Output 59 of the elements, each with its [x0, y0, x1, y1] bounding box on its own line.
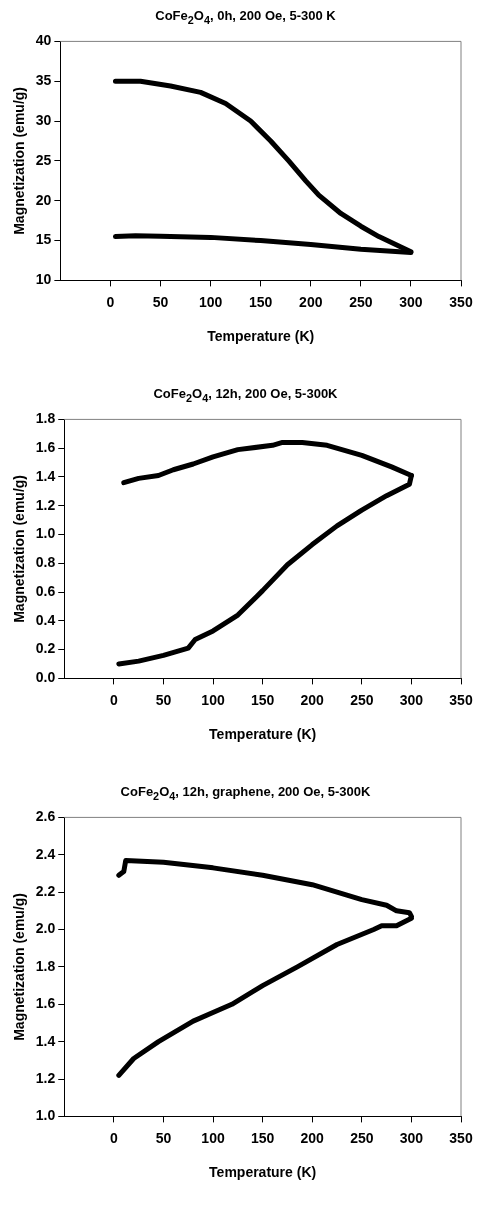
y-tick-label: 1.2 [35, 1069, 56, 1086]
y-tick-label: 1.6 [35, 995, 56, 1012]
chart-title: CoFe$_{2}$O$_{4}$, 12h, graphene, 200 Oe, 5-300K [119, 784, 372, 804]
x-tick-label: 50 [155, 1129, 172, 1146]
y-tick-label: 0.6 [35, 582, 56, 599]
chart-title: CoFe$_{2}$O$_{4}$, 12h, 200 Oe, 5-300K [152, 386, 339, 406]
y-tick-label: 1.6 [35, 439, 56, 456]
x-tick-label: 250 [350, 1129, 374, 1146]
y-tick-label: 20 [35, 191, 52, 208]
x-tick-label: 150 [249, 293, 273, 310]
y-tick-label: 2.2 [35, 883, 56, 900]
y-tick-label: 1.4 [35, 1032, 56, 1049]
x-tick-label: 250 [349, 293, 373, 310]
x-tick-label: 50 [155, 691, 172, 708]
x-tick-label: 150 [250, 1129, 275, 1146]
y-tick-label: 35 [35, 72, 52, 89]
y-tick-label: 15 [35, 231, 52, 248]
x-tick-label: 100 [201, 691, 225, 708]
y-tick-label: 0.4 [35, 611, 56, 628]
y-tick-label: 30 [35, 111, 52, 128]
y-tick-label: 1.0 [35, 525, 56, 542]
x-tick-label: 350 [449, 1129, 473, 1146]
y-tick-label: 10 [35, 271, 52, 288]
x-tick-label: 50 [152, 293, 169, 310]
x-tick-label: 250 [350, 691, 374, 708]
x-tick-label: 300 [399, 293, 423, 310]
x-tick-label: 300 [399, 691, 424, 708]
x-tick-label: 0 [106, 293, 115, 310]
x-tick-label: 350 [449, 293, 473, 310]
x-tick-label: 200 [300, 1129, 325, 1146]
x-tick-label: 0 [109, 1129, 118, 1146]
y-tick-label: 0.8 [35, 554, 56, 571]
x-axis-title: Temperature (K) [209, 1164, 317, 1181]
x-tick-label: 100 [201, 1129, 225, 1146]
x-tick-label: 200 [299, 293, 323, 310]
y-axis-title: Magnetization (emu/g) [11, 893, 28, 1041]
y-tick-label: 1.8 [35, 410, 56, 427]
y-tick-label: 0.2 [35, 640, 56, 657]
y-tick-label: 2.4 [35, 845, 56, 862]
y-axis-title: Magnetization (emu/g) [11, 87, 28, 235]
x-tick-label: 0 [109, 691, 118, 708]
y-tick-label: 1.8 [35, 957, 56, 974]
y-tick-label: 40 [35, 32, 52, 49]
x-tick-label: 100 [198, 293, 223, 310]
x-axis-title: Temperature (K) [207, 328, 315, 345]
y-tick-label: 2.0 [35, 920, 56, 937]
y-tick-label: 1.0 [35, 1107, 56, 1124]
x-tick-label: 300 [399, 1129, 424, 1146]
x-tick-label: 350 [449, 691, 473, 708]
x-tick-label: 150 [250, 691, 275, 708]
chart-title: CoFe$_{2}$O$_{4}$, 0h, 200 Oe, 5-300 K [154, 8, 337, 28]
y-tick-label: 25 [35, 151, 52, 168]
y-tick-label: 1.2 [35, 496, 56, 513]
y-tick-label: 2.6 [35, 808, 56, 825]
y-axis-title: Magnetization (emu/g) [11, 475, 28, 623]
x-tick-label: 200 [300, 691, 325, 708]
y-tick-label: 0.0 [35, 669, 56, 686]
x-axis-title: Temperature (K) [209, 726, 317, 743]
y-tick-label: 1.4 [35, 467, 56, 484]
